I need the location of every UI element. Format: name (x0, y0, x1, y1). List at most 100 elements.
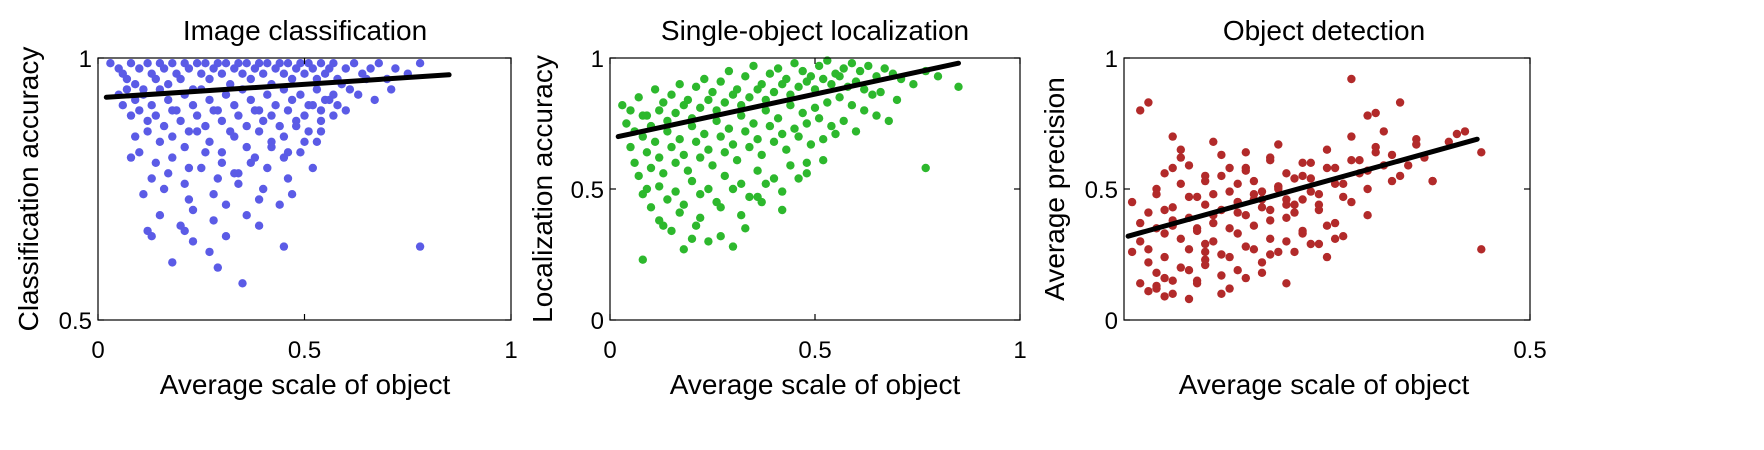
data-point (279, 69, 289, 78)
data-point (704, 145, 713, 154)
data-point (283, 59, 293, 68)
data-point (675, 208, 684, 217)
data-point (415, 59, 425, 68)
data-point (819, 74, 828, 84)
data-point (691, 82, 701, 92)
data-point (778, 205, 787, 215)
data-point (1241, 273, 1251, 283)
data-point (655, 182, 664, 191)
data-point (188, 101, 198, 110)
data-point (1322, 163, 1332, 173)
data-point (316, 116, 326, 126)
data-point (221, 90, 231, 99)
data-point (1160, 205, 1169, 215)
panel-object-detection: Object detection 0.5 00.51 Average scale… (1039, 15, 1547, 400)
data-point (316, 127, 326, 136)
data-point (345, 85, 355, 94)
data-point (201, 148, 210, 157)
data-point (263, 90, 272, 99)
data-point (634, 171, 643, 181)
data-point (663, 127, 672, 136)
data-point (655, 153, 664, 162)
data-point (1395, 98, 1405, 107)
data-point (872, 111, 881, 120)
x-tick-label: 0.5 (288, 337, 321, 364)
data-point (217, 148, 227, 157)
data-point (794, 132, 803, 141)
data-point (737, 211, 746, 220)
data-point (741, 127, 750, 136)
data-point (1371, 148, 1380, 157)
data-point (267, 111, 276, 120)
data-point (147, 101, 156, 110)
data-point (1266, 205, 1275, 215)
data-point (242, 211, 251, 220)
data-point (687, 121, 697, 131)
data-point (1298, 171, 1307, 181)
data-point (765, 69, 775, 78)
data-point (180, 179, 189, 188)
data-point (650, 85, 660, 94)
data-point (753, 85, 762, 94)
data-point (333, 101, 342, 110)
data-point (271, 101, 280, 110)
data-point (1201, 260, 1210, 270)
data-point (213, 263, 222, 272)
data-point (659, 221, 668, 230)
data-point (168, 258, 177, 267)
data-point (646, 203, 656, 212)
data-point (308, 163, 317, 173)
data-point (860, 106, 869, 115)
data-point (259, 69, 268, 78)
y-tick-label: 1 (79, 46, 92, 73)
data-point (197, 163, 206, 173)
data-point (847, 59, 857, 68)
data-point (778, 80, 787, 89)
data-point (106, 59, 115, 68)
y-tick-label: 1 (591, 46, 604, 73)
data-point (1274, 140, 1283, 149)
data-point (737, 179, 746, 188)
chart-title: Image classification (183, 15, 427, 46)
data-point (1274, 247, 1283, 257)
data-point (1176, 234, 1186, 243)
data-point (1306, 187, 1316, 196)
data-point (1192, 226, 1202, 236)
scatter-points (106, 59, 425, 288)
data-point (1477, 245, 1486, 254)
data-point (1379, 127, 1389, 136)
data-point (1330, 163, 1340, 173)
data-point (159, 121, 169, 131)
data-point (659, 169, 668, 178)
data-point (275, 59, 284, 68)
data-point (122, 74, 132, 84)
data-point (151, 74, 160, 84)
data-point (1160, 292, 1169, 301)
data-point (1209, 237, 1218, 246)
data-point (675, 80, 684, 89)
x-axis-label: Average scale of object (160, 369, 451, 400)
data-point (192, 127, 202, 136)
data-point (839, 116, 848, 126)
data-point (1282, 237, 1291, 246)
data-point (1152, 268, 1161, 277)
data-point (671, 158, 680, 167)
data-point (700, 129, 709, 139)
data-point (1306, 158, 1316, 167)
data-point (761, 106, 770, 115)
data-point (1192, 192, 1202, 202)
data-point (753, 192, 762, 202)
data-point (618, 101, 627, 110)
x-tick-label: 0.5 (1513, 337, 1546, 364)
data-point (712, 116, 721, 126)
data-point (238, 69, 247, 78)
y-axis-ticks: 00.51 (571, 46, 1020, 335)
data-point (671, 187, 680, 196)
data-point (192, 111, 202, 120)
data-point (819, 135, 828, 144)
data-point (263, 163, 272, 173)
data-point (366, 64, 375, 73)
data-point (724, 124, 734, 133)
data-point (126, 111, 136, 120)
data-point (143, 116, 152, 126)
